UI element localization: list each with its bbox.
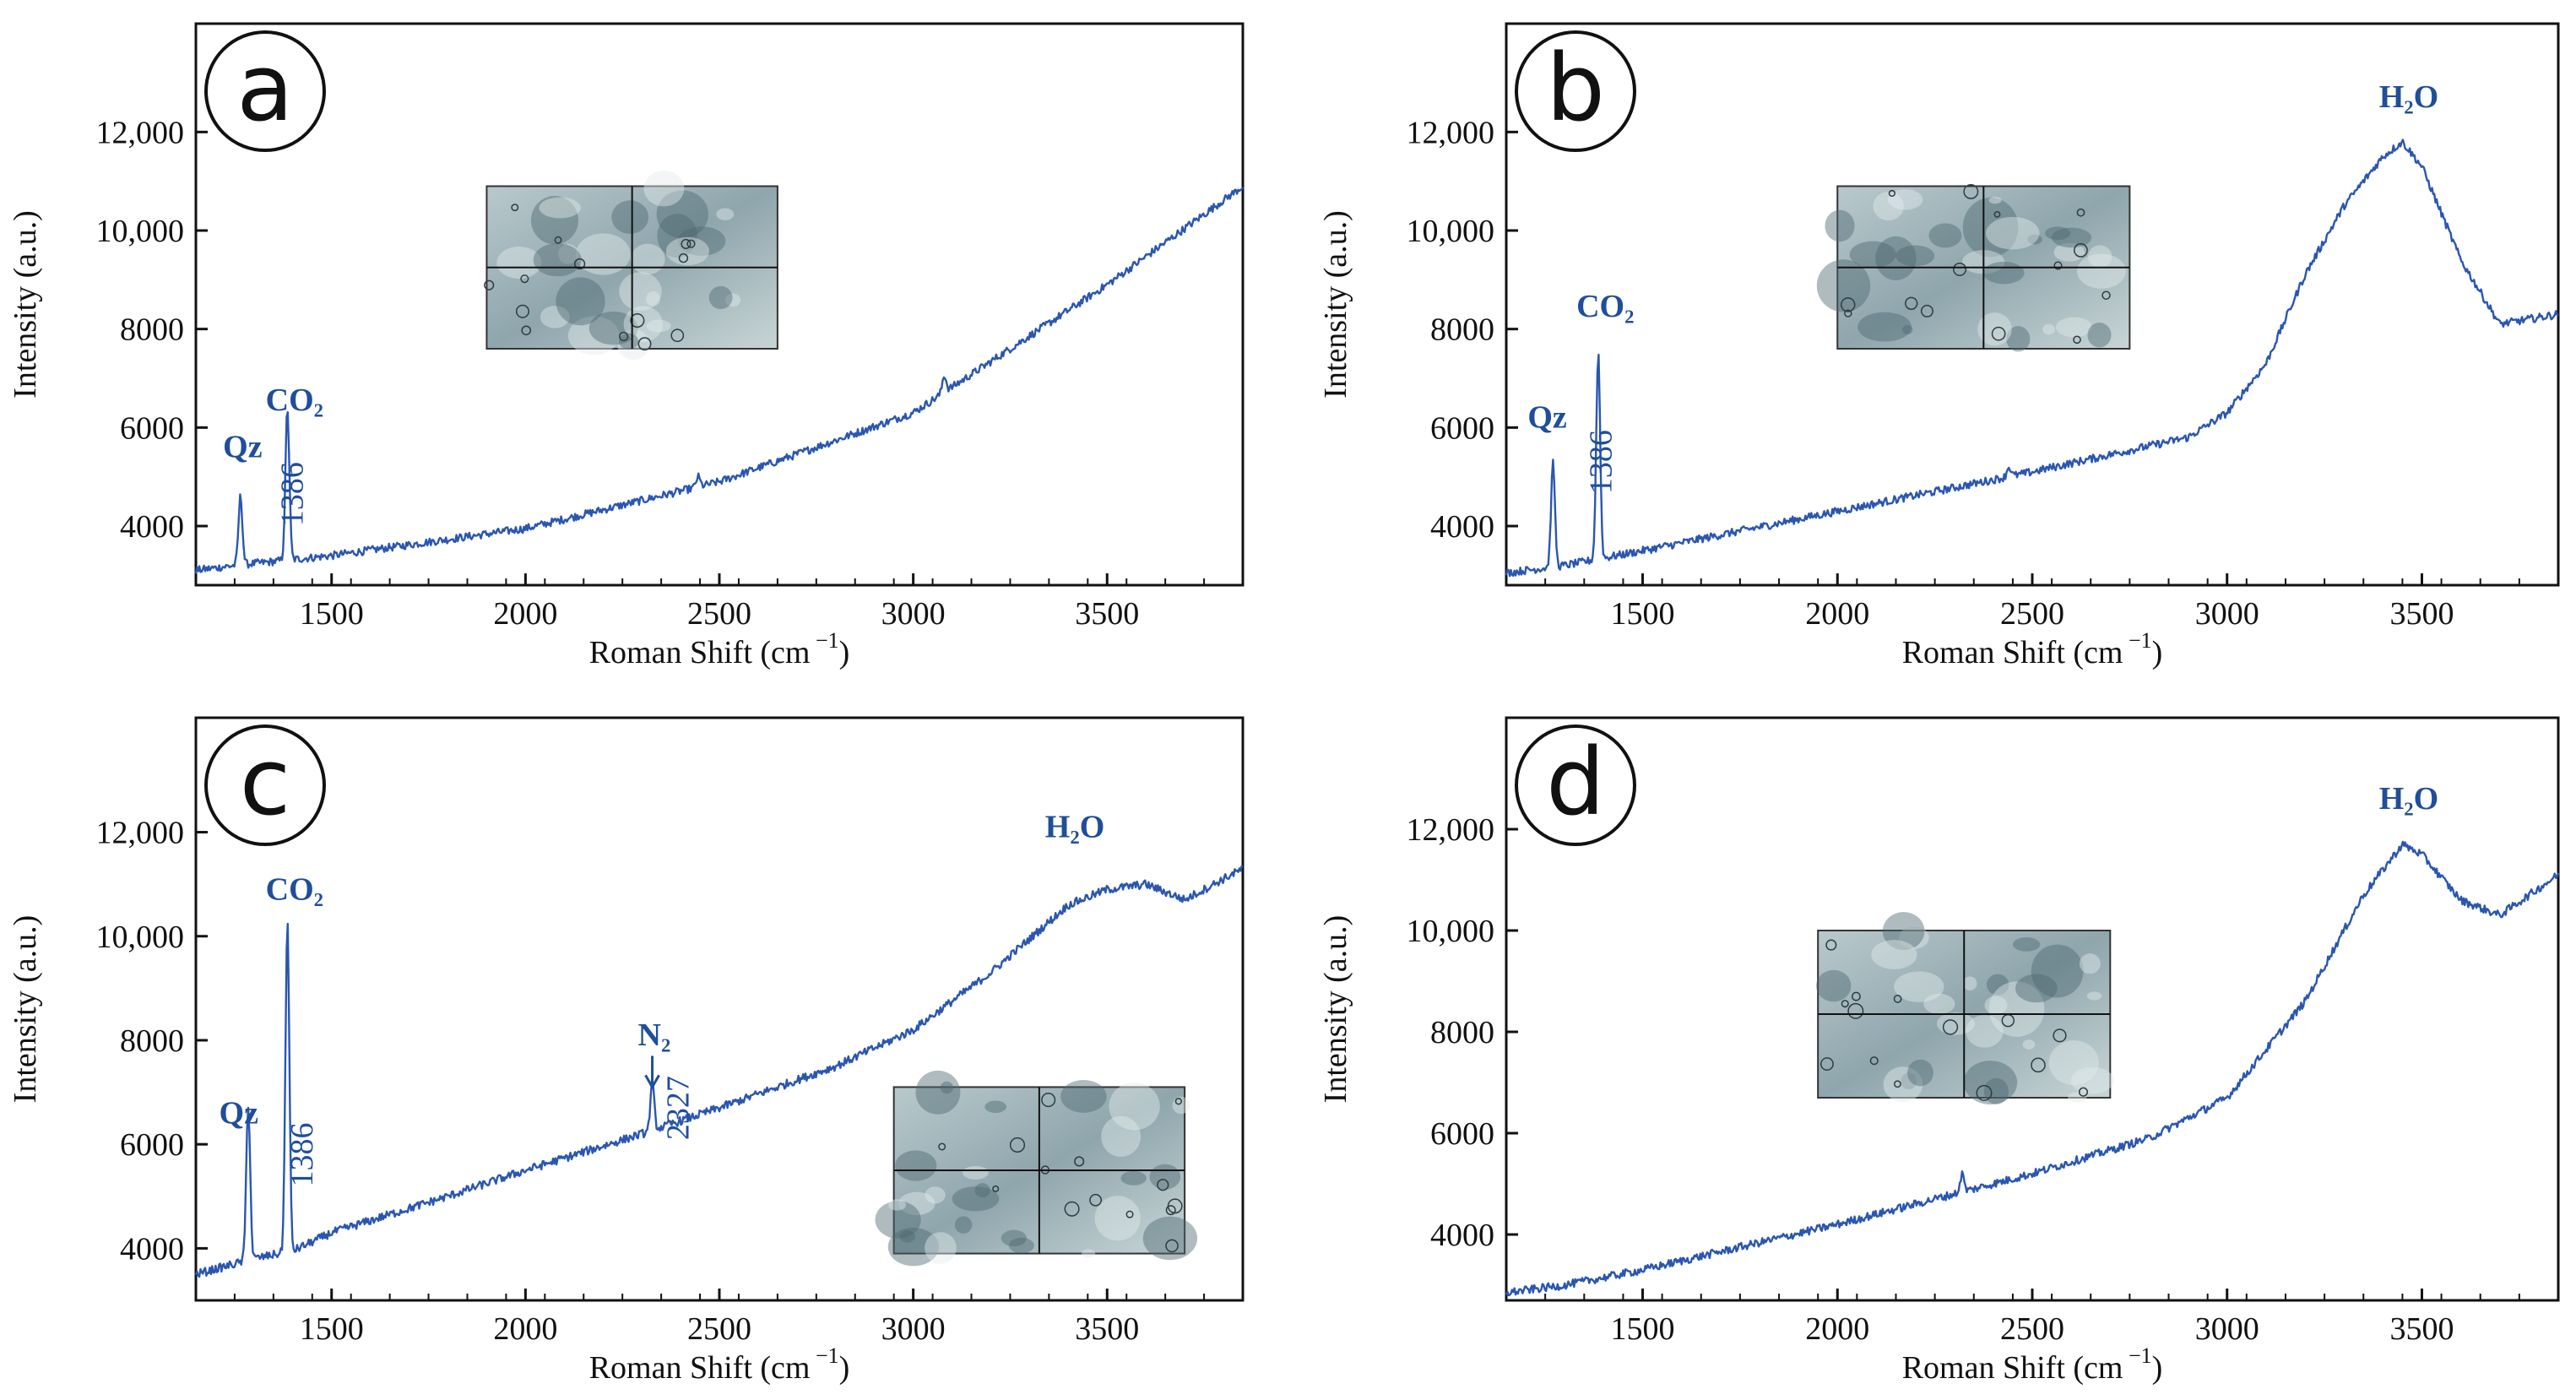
panel-badge (1515, 30, 1636, 152)
x-tick-label: 1500 (1611, 1311, 1675, 1347)
peak-label: Qz (1527, 399, 1567, 435)
spectrum-line (1505, 840, 2560, 1297)
y-tick-label: 4000 (1430, 509, 1494, 545)
x-tick-label: 3500 (2389, 1311, 2454, 1347)
x-tick-label: 2000 (493, 596, 557, 632)
x-tick-label: 2500 (2000, 596, 2064, 632)
panel-letter: d (1546, 728, 1605, 836)
x-tick-label: 3500 (1075, 1311, 1139, 1347)
peak-label: Qz (220, 1096, 259, 1131)
peak-label: CO₂ (266, 383, 323, 418)
panel-badge (204, 30, 326, 152)
arrow-head-icon (644, 1074, 660, 1090)
x-tick-label: 3000 (2195, 1311, 2259, 1347)
spectrum-line (194, 187, 1245, 574)
y-tick-label: 8000 (1430, 1015, 1494, 1050)
x-axis-title: Roman Shift (cm −1) (1902, 1343, 2163, 1386)
y-tick-label: 8000 (1430, 312, 1494, 348)
y-tick-label: 12,000 (96, 816, 185, 851)
x-tick-label: 1500 (1611, 596, 1675, 632)
peak-label: H₂O (1045, 810, 1105, 845)
chart-panel-c: 1500 2000 2500 3000 3500 4000 6000 8000 10,000 12… (8, 716, 1245, 1386)
x-axis-title: Roman Shift (cm −1) (1902, 628, 2163, 670)
x-axis-title: Roman Shift (cm −1) (589, 1343, 850, 1386)
peak-position-label: 1386 (274, 462, 310, 526)
y-axis-title: Intensity (a.u.) (1318, 210, 1353, 399)
y-tick-label: 12,000 (96, 115, 185, 150)
inclusion-micrograph (484, 170, 778, 360)
peak-label: H₂O (2379, 79, 2439, 115)
peak-position-label: 1386 (285, 1123, 320, 1187)
inclusion-micrograph (1816, 183, 2131, 352)
x-tick-label: 2000 (493, 1311, 557, 1347)
y-tick-label: 4000 (1430, 1218, 1494, 1253)
y-axis-title: Intensity (a.u.) (8, 210, 43, 399)
y-tick-label: 6000 (1430, 410, 1494, 446)
y-tick-label: 10,000 (96, 920, 185, 955)
x-tick-label: 2500 (2000, 1311, 2064, 1347)
x-tick-label: 1500 (300, 596, 364, 632)
panel-badge (1515, 724, 1636, 846)
y-tick-label: 4000 (120, 509, 184, 545)
panel-badge (204, 724, 326, 846)
inclusion-micrograph (875, 1070, 1198, 1267)
x-tick-label: 3000 (881, 596, 946, 632)
x-tick-label: 2000 (1805, 1311, 1869, 1347)
y-tick-label: 6000 (120, 1127, 184, 1163)
x-tick-label: 3500 (1075, 596, 1139, 632)
peak-position-label: 1386 (1584, 430, 1619, 494)
peak-label: Qz (223, 429, 263, 464)
peak-label: N₂ (638, 1017, 671, 1053)
panel-letter: b (1546, 34, 1605, 142)
peak-label: CO₂ (1576, 289, 1634, 324)
x-axis-title: Roman Shift (cm −1) (589, 628, 850, 670)
x-tick-label: 2500 (687, 1311, 751, 1347)
y-axis-title: Intensity (a.u.) (8, 915, 43, 1104)
y-tick-label: 10,000 (1407, 914, 1495, 949)
x-tick-label: 3500 (2389, 596, 2454, 632)
y-tick-label: 8000 (120, 1023, 184, 1059)
peak-label: H₂O (2379, 781, 2439, 817)
x-tick-label: 1500 (300, 1311, 364, 1347)
y-tick-label: 4000 (120, 1231, 184, 1267)
chart-panel-b: 1500 2000 2500 3000 3500 4000 6000 8000 10,000 12… (1318, 22, 2560, 670)
panel-letter: c (240, 728, 290, 836)
chart-panel-a: 1500 2000 2500 3000 3500 4000 6000 8000 10,000 12… (8, 22, 1245, 670)
x-tick-label: 3000 (2195, 596, 2259, 632)
y-tick-label: 12,000 (1407, 812, 1495, 848)
y-tick-label: 6000 (120, 410, 184, 446)
y-tick-label: 8000 (120, 312, 184, 348)
y-tick-label: 6000 (1430, 1116, 1494, 1152)
panel-letter: a (236, 34, 293, 142)
x-tick-label: 2000 (1805, 596, 1869, 632)
y-tick-label: 10,000 (96, 214, 185, 249)
x-tick-label: 2500 (687, 596, 751, 632)
peak-label: CO₂ (266, 872, 323, 908)
spectrum-line (1505, 138, 2559, 578)
inclusion-micrograph (1815, 912, 2114, 1104)
x-tick-label: 3000 (881, 1311, 946, 1347)
chart-panel-d: 1500 2000 2500 3000 3500 4000 6000 8000 10,000 12… (1318, 716, 2560, 1386)
y-tick-label: 12,000 (1407, 115, 1495, 150)
peak-position-label: 2327 (660, 1076, 696, 1140)
y-axis-title: Intensity (a.u.) (1318, 915, 1353, 1104)
spectrum-line (194, 865, 1244, 1278)
y-tick-label: 10,000 (1407, 214, 1495, 249)
